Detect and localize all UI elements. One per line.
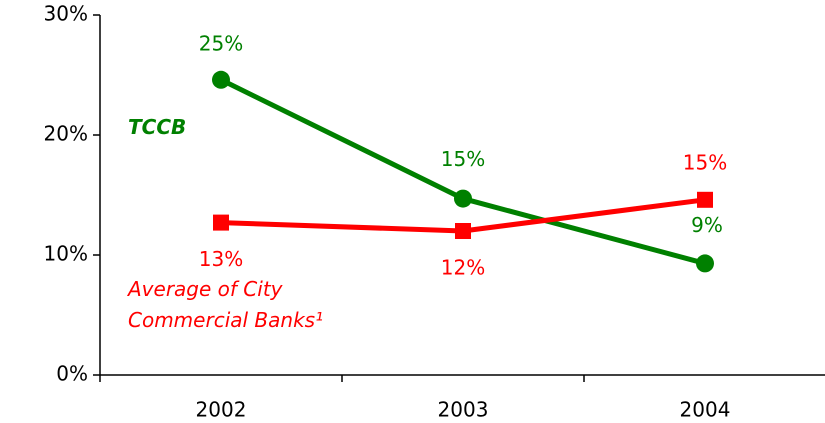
data-label: 9% xyxy=(691,213,723,237)
y-tick-label: 30% xyxy=(44,2,88,26)
marker xyxy=(212,70,230,89)
x-tick-label: 2002 xyxy=(196,398,247,422)
series-label: Average of City Commercial Banks¹ xyxy=(128,277,324,332)
marker xyxy=(696,254,714,273)
y-tick-label: 10% xyxy=(44,242,88,266)
marker xyxy=(455,223,471,239)
x-tick-label: 2003 xyxy=(438,398,489,422)
series-label: TCCB xyxy=(128,115,187,139)
x-tick-label: 2004 xyxy=(680,398,731,422)
y-tick-label: 0% xyxy=(56,362,88,386)
marker xyxy=(697,191,713,208)
y-tick-label: 20% xyxy=(44,122,88,146)
data-label: 15% xyxy=(441,147,485,171)
marker xyxy=(213,214,229,231)
data-label: 25% xyxy=(199,31,243,55)
marker xyxy=(454,189,472,208)
data-label: 15% xyxy=(683,150,727,174)
data-label: 13% xyxy=(199,247,243,271)
data-label: 12% xyxy=(441,256,485,280)
